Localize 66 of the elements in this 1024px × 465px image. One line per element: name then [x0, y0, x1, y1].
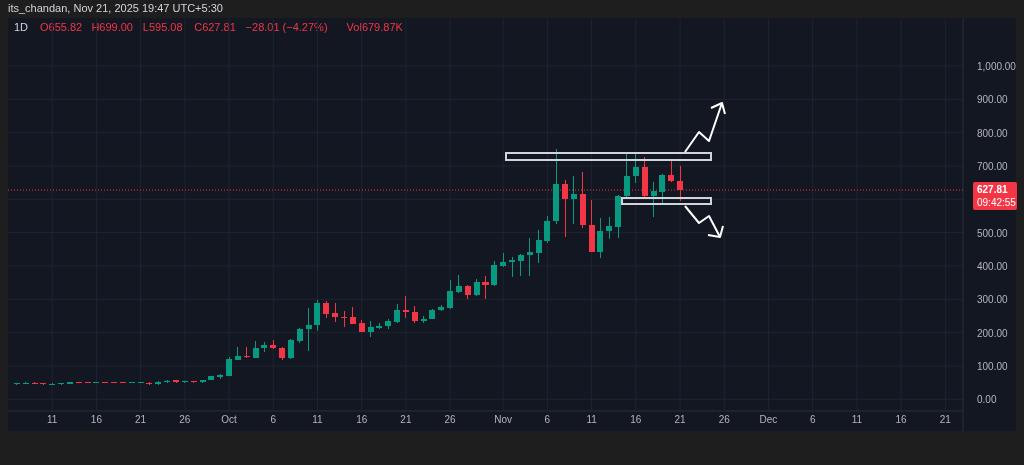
candlestick — [544, 215, 551, 244]
candlestick — [482, 275, 489, 300]
text: its_chandan, Nov 21, 2025 19:47 UTC+5:30 — [8, 2, 223, 14]
candlestick — [447, 279, 454, 310]
candlestick — [570, 175, 577, 225]
candlestick — [332, 302, 339, 323]
x-tick-label: 21 — [135, 414, 147, 425]
annotation: C627.81 — [194, 21, 236, 33]
x-tick-label: 11 — [586, 414, 598, 425]
x-tick-label: 11 — [47, 414, 58, 425]
y-tick-label: 0.00 — [977, 394, 997, 406]
y-tick-label: 500.00 — [977, 227, 1009, 239]
x-tick-label: 21 — [674, 414, 687, 425]
candlestick — [606, 216, 613, 240]
candlestick — [597, 217, 604, 259]
x-tick-label: 16 — [356, 414, 368, 425]
x-tick-label: 16 — [630, 414, 642, 425]
candlestick — [234, 346, 241, 361]
candlestick — [526, 237, 533, 277]
y-tick-label: 400.00 — [977, 261, 1009, 272]
annotation: L595.08 — [142, 21, 183, 33]
x-tick-label: 21 — [939, 414, 952, 425]
candlestick — [349, 306, 356, 325]
y-tick-label: 900.00 — [977, 94, 1009, 106]
candlestick — [394, 303, 401, 324]
annotation: H699.00 — [91, 21, 133, 33]
x-tick-label: 11 — [851, 414, 863, 425]
x-tick-label: 6 — [809, 414, 816, 425]
candlestick — [623, 151, 630, 200]
candlestick — [632, 152, 639, 184]
y-tick-label: 100.00 — [977, 361, 1009, 372]
x-tick-label: 11 — [312, 414, 324, 425]
candlestick — [314, 299, 321, 332]
candlestick — [287, 338, 294, 360]
candlestick — [455, 274, 462, 294]
x-tick-label: 26 — [718, 414, 731, 425]
y-tick-label: 800.00 — [977, 127, 1009, 139]
annotation: −28.01 (−4.27%) — [245, 21, 328, 33]
x-tick-label: 6 — [270, 414, 277, 425]
candlestick — [305, 307, 312, 352]
annotation: Vol679.87K — [346, 21, 404, 33]
candlestick — [517, 253, 524, 277]
candlestick — [491, 260, 498, 287]
x-tick-label: 6 — [544, 414, 551, 425]
y-tick-label: 700.00 — [977, 161, 1009, 172]
candlestick — [659, 173, 666, 206]
x-tick-label: Oct — [221, 414, 238, 425]
x-tick-label: 16 — [90, 414, 103, 425]
candlestick — [668, 159, 675, 183]
x-tick-label: Dec — [759, 414, 778, 425]
x-tick-label: Nov — [494, 414, 513, 425]
text: 09:42:55 — [977, 197, 1017, 209]
x-tick-label: 26 — [179, 414, 191, 425]
y-tick-label: 1,000.00 — [977, 61, 1017, 72]
ref-line-label: 627.81 — [977, 184, 1009, 196]
x-tick-label: 16 — [895, 414, 908, 425]
chart-title: 1D — [14, 21, 29, 33]
y-tick-label: 200.00 — [977, 327, 1009, 339]
candlestick — [535, 229, 542, 264]
annotation: O655.82 — [40, 21, 83, 33]
candlestick — [341, 310, 348, 328]
candlestick — [402, 295, 409, 319]
x-tick-label: 21 — [400, 414, 412, 425]
y-tick-label: 300.00 — [977, 294, 1009, 306]
candlestick — [58, 382, 65, 386]
x-tick-label: 26 — [444, 414, 457, 425]
